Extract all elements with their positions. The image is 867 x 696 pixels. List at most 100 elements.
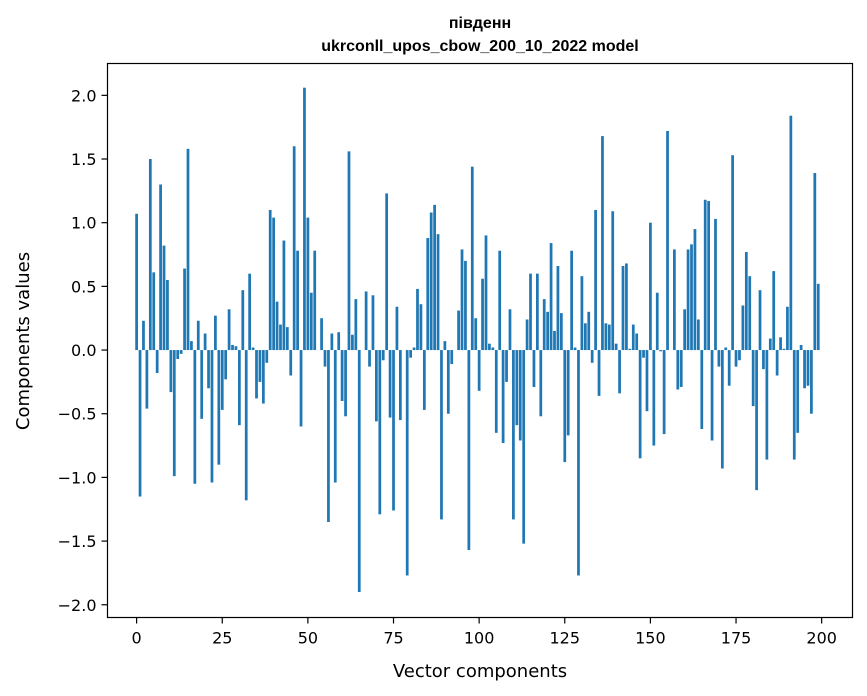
y-tick-label: 1.5 [71, 150, 96, 169]
bar [625, 263, 628, 351]
bar [731, 155, 734, 351]
bar [577, 350, 580, 576]
bar [803, 350, 806, 389]
bar [655, 292, 659, 351]
chart-title: південн [449, 15, 511, 32]
bar-series [135, 87, 820, 593]
bar [566, 350, 570, 436]
bar [166, 280, 169, 351]
bar [649, 222, 652, 351]
bar [268, 209, 272, 351]
x-axis: 0 25 50 75 100 125 150 175 200 [132, 617, 837, 648]
bar [501, 350, 505, 444]
bar [275, 301, 279, 351]
bar [395, 306, 399, 351]
bar [611, 211, 615, 351]
bar [241, 290, 245, 351]
bar [683, 309, 687, 351]
bar [238, 350, 241, 426]
bar [707, 201, 711, 351]
bar [583, 323, 587, 351]
x-tick-label: 0 [132, 629, 142, 648]
bar [214, 315, 217, 351]
bar [536, 273, 539, 351]
bar [224, 350, 228, 380]
bar [244, 350, 248, 501]
bar [351, 334, 354, 351]
bar [261, 350, 265, 404]
bar [227, 309, 231, 351]
y-tick-label: 0.0 [71, 341, 96, 360]
y-axis: −2.0 −1.5 −1.0 −0.5 0.0 0.5 1.0 1.5 2.0 [58, 86, 108, 615]
bar [474, 318, 478, 351]
bar [491, 347, 495, 351]
bar [292, 146, 296, 351]
bar [549, 243, 553, 351]
bar [573, 347, 577, 351]
bar [234, 346, 238, 351]
bar [337, 332, 341, 351]
bar [446, 350, 450, 414]
bar [679, 350, 683, 387]
bar [289, 350, 293, 376]
bar [638, 350, 642, 459]
bar [597, 350, 601, 396]
bar [333, 350, 337, 483]
bar [772, 271, 776, 351]
bar [364, 291, 368, 351]
bar [450, 350, 454, 365]
bar [481, 278, 484, 351]
bar [786, 306, 789, 351]
x-axis-label: Vector components [393, 661, 567, 682]
bar [440, 350, 443, 520]
bar [340, 350, 344, 401]
x-tick-label: 200 [806, 629, 837, 648]
bar [720, 350, 724, 469]
bar [457, 310, 460, 351]
bar [385, 193, 389, 351]
bar [738, 350, 741, 361]
bar [792, 350, 796, 460]
bar [176, 350, 180, 359]
bar [323, 350, 327, 367]
bar [734, 350, 738, 367]
y-tick-label: 2.0 [71, 86, 96, 105]
bar [652, 350, 656, 446]
bar [498, 250, 502, 351]
bar [618, 350, 621, 394]
bar [775, 350, 779, 376]
bar [443, 341, 447, 351]
bar [488, 343, 491, 351]
bar [645, 350, 649, 412]
bar [659, 350, 663, 352]
bar [789, 115, 793, 351]
bar [693, 229, 697, 351]
bar [580, 276, 584, 351]
bar [371, 295, 375, 351]
bar [203, 333, 207, 351]
bar [183, 268, 186, 351]
bar [676, 350, 680, 390]
bar [539, 350, 543, 417]
bar [727, 350, 731, 386]
bar [470, 166, 474, 351]
bar [210, 350, 214, 483]
y-axis-label: Components values [13, 252, 34, 430]
bar [142, 320, 145, 351]
bar [673, 249, 676, 351]
x-tick-label: 100 [464, 629, 495, 648]
bar [594, 209, 597, 351]
bar [162, 245, 166, 351]
bar [152, 272, 156, 351]
bar [621, 266, 625, 351]
bar [755, 350, 758, 491]
x-tick-label: 50 [298, 629, 318, 648]
y-tick-label: −1.5 [58, 532, 97, 551]
bar [378, 350, 382, 515]
bar [464, 260, 467, 351]
bar [484, 235, 488, 351]
bar [186, 148, 190, 351]
bar [433, 204, 436, 351]
bar [799, 344, 803, 351]
bar [320, 318, 323, 351]
